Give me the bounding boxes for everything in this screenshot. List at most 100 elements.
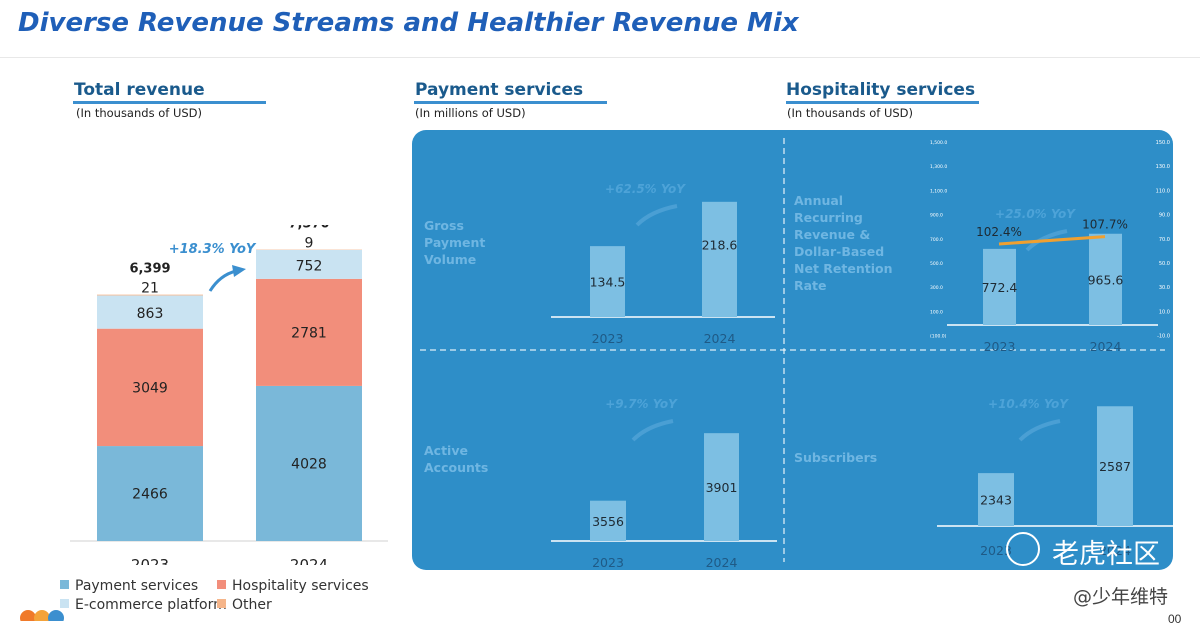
subscribers-value-2023: 2343 bbox=[980, 493, 1012, 508]
subscribers-value-2024: 2587 bbox=[1099, 459, 1131, 474]
total-label-2024: 7,570 bbox=[288, 225, 329, 232]
annual-recurring-revenue-dollar-based-net-retention-rate-label-line: Revenue & bbox=[794, 227, 870, 242]
legend-swatch-other bbox=[217, 599, 226, 608]
annual-recurring-revenue-dollar-based-net-retention-rate-left-tick: 100.0 bbox=[930, 309, 943, 315]
active-accounts-yoy-label: +9.7% YoY bbox=[605, 397, 678, 411]
legend-item-hospitality: Hospitality services bbox=[217, 578, 369, 594]
total-revenue-underline bbox=[73, 101, 266, 104]
annual-recurring-revenue-dollar-based-net-retention-rate-left-tick: (100.0) bbox=[930, 334, 947, 340]
data-label-e-commerce-platform-2024: 752 bbox=[296, 258, 323, 274]
annual-recurring-revenue-dollar-based-net-retention-rate-x-tick-2024: 2024 bbox=[1090, 339, 1122, 354]
yoy-arrowhead-icon bbox=[232, 265, 246, 277]
hospitality-services-underline bbox=[786, 101, 979, 104]
legend-swatch-payment bbox=[60, 580, 69, 589]
data-label-hospitality-services-2023: 3049 bbox=[132, 380, 168, 396]
subscribers-yoy-arrow-icon bbox=[1020, 421, 1060, 440]
active-accounts-value-2023: 3556 bbox=[592, 514, 624, 529]
data-label-payment-services-2023: 2466 bbox=[132, 487, 168, 503]
gross-payment-volume-label-line: Volume bbox=[424, 252, 476, 267]
annual-recurring-revenue-dollar-based-net-retention-rate-x-tick-2023: 2023 bbox=[984, 339, 1016, 354]
watermark: 老虎社区 bbox=[1006, 530, 1181, 570]
annual-recurring-revenue-dollar-based-net-retention-rate-left-tick: 700.0 bbox=[930, 237, 943, 243]
annual-recurring-revenue-dollar-based-net-retention-rate-right-tick: 110.0 bbox=[1156, 188, 1170, 194]
gross-payment-volume-label-line: Payment bbox=[424, 235, 485, 250]
annual-recurring-revenue-dollar-based-net-retention-rate-label-line: Annual bbox=[794, 193, 843, 208]
annual-recurring-revenue-dollar-based-net-retention-rate-retention-label-2023: 102.4% bbox=[976, 225, 1022, 239]
yoy-arrow-icon bbox=[210, 271, 236, 291]
payment-services-title: Payment services bbox=[415, 80, 583, 100]
legend-label-payment: Payment services bbox=[75, 578, 198, 594]
gross-payment-volume-bar-2024 bbox=[702, 202, 737, 317]
gross-payment-volume-x-tick-2024: 2024 bbox=[704, 331, 736, 346]
total-revenue-title: Total revenue bbox=[74, 80, 205, 100]
total-revenue-chart: 2466 3049 863 21 6,399 2023 4028 2781 752 9 7,570 2… bbox=[40, 225, 400, 565]
annual-recurring-revenue-dollar-based-net-retention-rate-left-tick: 1,500.0 bbox=[930, 140, 947, 146]
annual-recurring-revenue-dollar-based-net-retention-rate-retention-label-2024: 107.7% bbox=[1082, 218, 1128, 232]
legend-label-ecommerce: E-commerce platform bbox=[75, 597, 227, 613]
annual-recurring-revenue-dollar-based-net-retention-rate-right-tick: -10.0 bbox=[1157, 334, 1170, 340]
annual-recurring-revenue-dollar-based-net-retention-rate-value-2024: 965.6 bbox=[1088, 272, 1124, 287]
legend-item-other: Other bbox=[217, 597, 272, 613]
x-tick-2024: 2024 bbox=[290, 556, 328, 565]
gross-payment-volume-yoy-arrow-icon bbox=[637, 206, 677, 225]
annual-recurring-revenue-dollar-based-net-retention-rate-right-tick: 130.0 bbox=[1156, 164, 1170, 170]
annual-recurring-revenue-dollar-based-net-retention-rate-left-tick: 1,300.0 bbox=[930, 164, 947, 170]
annual-recurring-revenue-dollar-based-net-retention-rate-right-tick: 50.0 bbox=[1159, 261, 1170, 267]
data-label-other-2024: 9 bbox=[305, 236, 314, 252]
annual-recurring-revenue-dollar-based-net-retention-rate-value-2023: 772.4 bbox=[982, 280, 1018, 295]
annual-recurring-revenue-dollar-based-net-retention-rate-left-tick: 900.0 bbox=[930, 213, 943, 219]
legend-swatch-hospitality bbox=[217, 580, 226, 589]
annual-recurring-revenue-dollar-based-net-retention-rate-right-tick: 30.0 bbox=[1159, 285, 1170, 291]
payment-services-underline bbox=[414, 101, 607, 104]
kpi-panel: Gross Payment Volume +62.5% YoY 134.5 2023 218… bbox=[412, 130, 1173, 570]
annual-recurring-revenue-dollar-based-net-retention-rate-right-tick: 10.0 bbox=[1159, 309, 1170, 315]
yoy-label: +18.3% YoY bbox=[169, 242, 257, 257]
title-divider bbox=[0, 57, 1200, 58]
data-label-hospitality-services-2024: 2781 bbox=[291, 325, 327, 341]
annual-recurring-revenue-dollar-based-net-retention-rate-label-line: Recurring bbox=[794, 210, 863, 225]
annual-recurring-revenue-dollar-based-net-retention-rate-right-tick: 70.0 bbox=[1159, 237, 1170, 243]
annual-recurring-revenue-dollar-based-net-retention-rate-left-tick: 300.0 bbox=[930, 285, 943, 291]
active-accounts-yoy-arrow-icon bbox=[633, 421, 673, 440]
watermark-text: 老虎社区 bbox=[1052, 532, 1160, 571]
active-accounts-x-tick-2024: 2024 bbox=[706, 555, 738, 570]
data-label-payment-services-2024: 4028 bbox=[291, 456, 327, 472]
hospitality-services-subtitle: (In thousands of USD) bbox=[787, 106, 913, 120]
gross-payment-volume-label-line: Gross bbox=[424, 218, 464, 233]
legend-item-ecommerce: E-commerce platform bbox=[60, 597, 227, 613]
subscribers-yoy-label: +10.4% YoY bbox=[988, 397, 1069, 411]
company-logo-icon bbox=[18, 604, 68, 621]
annual-recurring-revenue-dollar-based-net-retention-rate-yoy-label: +25.0% YoY bbox=[995, 207, 1076, 221]
tiger-logo-icon bbox=[1006, 532, 1040, 566]
annual-recurring-revenue-dollar-based-net-retention-rate-left-tick: 1,100.0 bbox=[930, 188, 947, 194]
active-accounts-value-2024: 3901 bbox=[706, 480, 738, 495]
gross-payment-volume-x-tick-2023: 2023 bbox=[592, 331, 624, 346]
page-title: Diverse Revenue Streams and Healthier Re… bbox=[18, 8, 799, 38]
annual-recurring-revenue-dollar-based-net-retention-rate-right-tick: 150.0 bbox=[1156, 140, 1170, 146]
total-revenue-subtitle: (In thousands of USD) bbox=[76, 106, 202, 120]
legend-item-payment: Payment services bbox=[60, 578, 198, 594]
active-accounts-label-line: Accounts bbox=[424, 460, 488, 475]
annual-recurring-revenue-dollar-based-net-retention-rate-right-tick: 90.0 bbox=[1159, 213, 1170, 219]
active-accounts-label-line: Active bbox=[424, 443, 468, 458]
hospitality-services-title: Hospitality services bbox=[786, 80, 975, 100]
x-tick-2023: 2023 bbox=[131, 556, 169, 565]
data-label-other-2023: 21 bbox=[141, 281, 159, 297]
author-handle: @少年维特 bbox=[1073, 582, 1168, 609]
payment-services-subtitle: (In millions of USD) bbox=[415, 106, 526, 120]
kpi-charts: Gross Payment Volume +62.5% YoY 134.5 2023 218… bbox=[412, 130, 1173, 570]
annual-recurring-revenue-dollar-based-net-retention-rate-label-line: Net Retention bbox=[794, 261, 892, 276]
annual-recurring-revenue-dollar-based-net-retention-rate-label-line: Rate bbox=[794, 278, 827, 293]
gross-payment-volume-yoy-label: +62.5% YoY bbox=[605, 182, 686, 196]
total-label-2023: 6,399 bbox=[129, 262, 170, 277]
data-label-e-commerce-platform-2023: 863 bbox=[137, 306, 164, 322]
annual-recurring-revenue-dollar-based-net-retention-rate-left-tick: 500.0 bbox=[930, 261, 943, 267]
subscribers-label-line: Subscribers bbox=[794, 450, 877, 465]
legend-label-other: Other bbox=[232, 597, 272, 613]
annual-recurring-revenue-dollar-based-net-retention-rate-label-line: Dollar-Based bbox=[794, 244, 884, 259]
page-number: 00 bbox=[1168, 612, 1181, 626]
gross-payment-volume-value-2023: 134.5 bbox=[590, 275, 626, 290]
gross-payment-volume-value-2024: 218.6 bbox=[702, 237, 738, 252]
active-accounts-x-tick-2023: 2023 bbox=[592, 555, 624, 570]
legend-label-hospitality: Hospitality services bbox=[232, 578, 369, 594]
